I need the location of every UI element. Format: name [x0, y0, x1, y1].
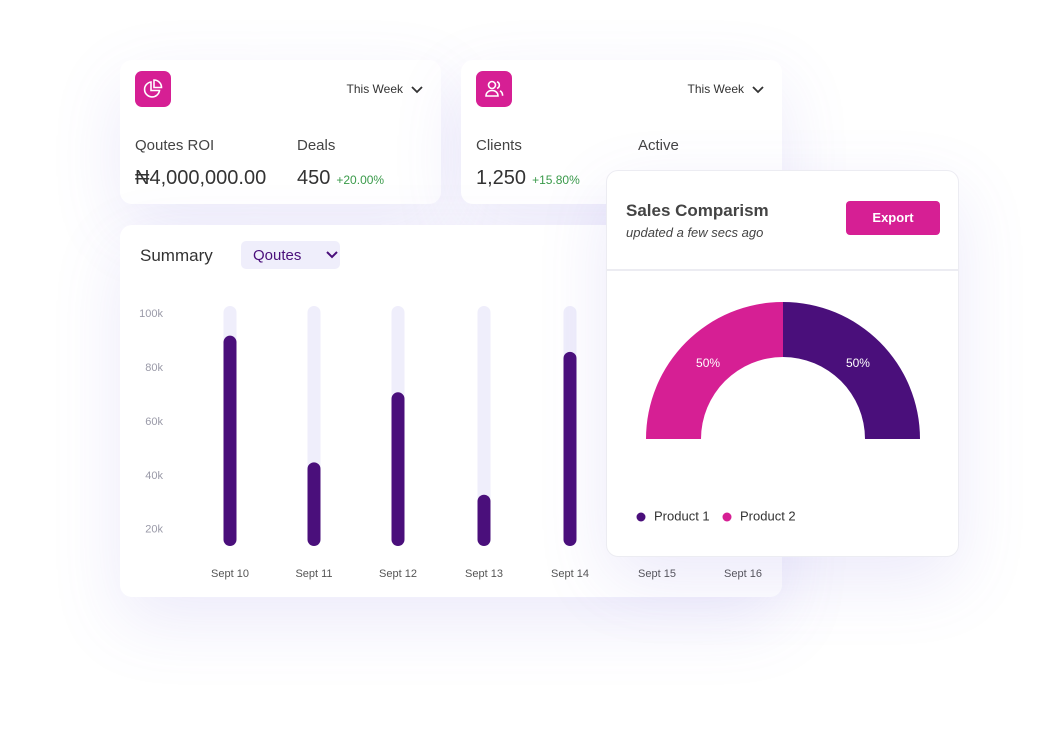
y-tick-label: 80k	[145, 362, 163, 374]
metric-value: 450	[297, 167, 331, 189]
slice-label: 50%	[846, 356, 870, 370]
divider	[607, 269, 958, 271]
x-tick-label: Sept 15	[638, 568, 676, 580]
metric-label: Deals	[297, 137, 336, 154]
y-tick-label: 20k	[145, 524, 163, 536]
chart-icon	[135, 71, 171, 107]
filter-dropdown[interactable]: Qoutes	[241, 241, 340, 269]
y-tick-label: 40k	[145, 470, 163, 482]
chevron	[411, 86, 423, 94]
pie-chart: 50% 50% Product 1 Product 2	[636, 302, 920, 523]
y-tick-label: 60k	[145, 416, 163, 428]
period-dropdown[interactable]: This Week	[688, 82, 764, 96]
legend-label: Product 1	[654, 508, 710, 523]
icon-glyph	[143, 79, 163, 98]
legend-label: Product 2	[740, 508, 796, 523]
bar	[477, 494, 491, 546]
sales-subtitle: updated a few secs ago	[626, 225, 764, 240]
metric-label: Active	[638, 137, 679, 154]
roi-card: This Week Qoutes ROI ₦4,000,000.00 Deals…	[120, 60, 441, 204]
x-tick-label: Sept 10	[211, 568, 249, 580]
export-button[interactable]: Export	[846, 201, 940, 235]
period-dropdown[interactable]: This Week	[347, 82, 423, 96]
pie-slice	[783, 302, 920, 439]
chevron	[326, 251, 338, 259]
chevron	[752, 86, 764, 94]
pie-slice	[646, 302, 783, 439]
metric-value: 1,250	[476, 167, 527, 189]
bar	[223, 335, 237, 546]
legend-dot	[636, 512, 646, 522]
x-tick-label: Sept 16	[724, 568, 762, 580]
x-tick-label: Sept 13	[465, 568, 503, 580]
metric-change: +15.80%	[532, 173, 580, 187]
sales-card: Sales Comparism updated a few secs ago E…	[606, 170, 959, 557]
legend-dot	[722, 512, 732, 522]
bar	[307, 462, 321, 546]
icon-glyph	[485, 80, 504, 97]
users-icon	[476, 71, 512, 107]
filter-label: Qoutes	[253, 247, 302, 264]
metric-change: +20.00%	[336, 173, 385, 187]
x-tick-label: Sept 14	[551, 568, 589, 580]
metric-row: 1,250 +15.80%	[476, 167, 580, 190]
x-tick-label: Sept 11	[295, 568, 332, 580]
metric-row: 450 +20.00%	[297, 167, 384, 190]
period-label: This Week	[687, 82, 744, 96]
summary-title: Summary	[140, 246, 213, 265]
metric-label: Qoutes ROI	[135, 137, 215, 154]
metric-value: ₦4,000,000.00	[135, 167, 267, 189]
bar-track	[477, 306, 491, 546]
metric-label: Clients	[476, 137, 522, 154]
sales-title: Sales Comparism	[626, 201, 769, 220]
bar	[391, 392, 405, 546]
bar	[563, 351, 577, 546]
y-tick-label: 100k	[139, 308, 163, 320]
x-tick-label: Sept 12	[379, 568, 417, 580]
slice-label: 50%	[696, 356, 720, 370]
period-label: This Week	[346, 82, 403, 96]
